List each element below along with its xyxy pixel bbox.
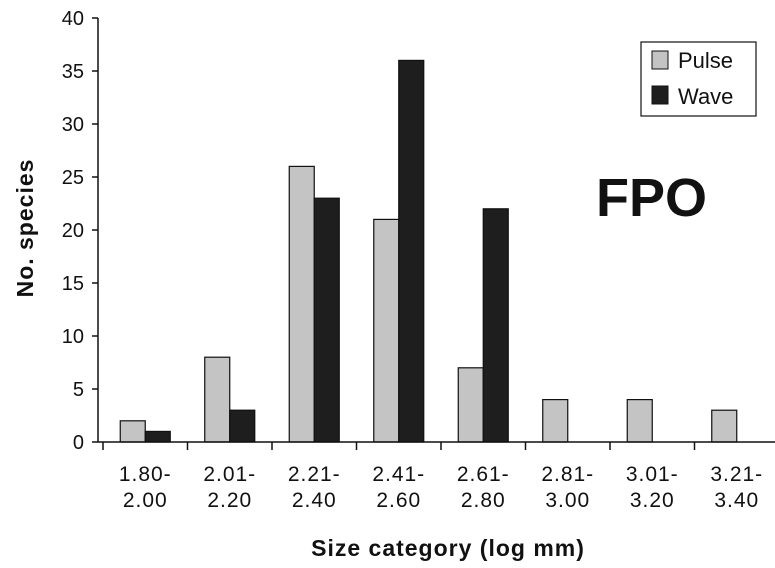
legend-swatch-wave bbox=[651, 85, 669, 105]
y-tick-label-20: 20 bbox=[62, 220, 84, 242]
legend: Pulse Wave bbox=[640, 41, 757, 117]
x-category-label-5-0: 2.81- bbox=[541, 463, 594, 486]
labels-layer: 0 5 10 15 20 25 30 35 40 1.80- 2.00 2.01- 2.20 2.21- 2… bbox=[62, 8, 763, 512]
chart-annotation: FPO bbox=[596, 168, 707, 228]
bar-wave-0 bbox=[144, 430, 171, 443]
x-category-label-6-1: 3.20 bbox=[630, 489, 675, 512]
y-tick-label-25: 25 bbox=[62, 167, 84, 189]
bar-pulse-7 bbox=[711, 409, 738, 443]
y-axis-title: No. species bbox=[12, 159, 38, 298]
bar-pulse-5 bbox=[542, 399, 569, 443]
bar-wave-4 bbox=[482, 208, 509, 443]
x-category-label-7-0: 3.21- bbox=[710, 463, 763, 486]
bars-layer bbox=[119, 59, 738, 443]
x-category-label-0-0: 1.80- bbox=[119, 463, 172, 486]
x-category-label-2-0: 2.21- bbox=[288, 463, 341, 486]
axes-layer bbox=[92, 17, 775, 450]
bar-pulse-2 bbox=[288, 165, 315, 443]
bar-pulse-1 bbox=[204, 356, 231, 443]
bar-pulse-0 bbox=[119, 420, 146, 443]
y-tick-label-10: 10 bbox=[62, 326, 84, 348]
legend-label-wave: Wave bbox=[678, 84, 733, 109]
x-axis-title: Size category (log mm) bbox=[311, 535, 585, 561]
legend-label-pulse: Pulse bbox=[678, 48, 733, 73]
y-tick-label-5: 5 bbox=[73, 379, 84, 401]
y-tick-label-30: 30 bbox=[62, 114, 84, 136]
x-category-label-7-1: 3.40 bbox=[714, 489, 759, 512]
bar-pulse-6 bbox=[626, 399, 653, 443]
bar-pulse-4 bbox=[457, 367, 484, 443]
y-tick-label-35: 35 bbox=[62, 61, 84, 83]
legend-swatch-pulse bbox=[651, 50, 669, 70]
y-tick-label-40: 40 bbox=[62, 8, 84, 30]
x-category-label-4-0: 2.61- bbox=[457, 463, 510, 486]
x-category-label-6-0: 3.01- bbox=[626, 463, 679, 486]
x-category-label-1-1: 2.20 bbox=[207, 489, 252, 512]
y-tick-label-0: 0 bbox=[73, 432, 84, 454]
bar-wave-2 bbox=[313, 197, 340, 443]
bar-wave-1 bbox=[229, 409, 256, 443]
x-category-label-0-1: 2.00 bbox=[123, 489, 168, 512]
y-tick-label-15: 15 bbox=[62, 273, 84, 295]
bar-wave-3 bbox=[398, 59, 425, 443]
x-category-label-5-1: 3.00 bbox=[545, 489, 590, 512]
bar-pulse-3 bbox=[373, 218, 400, 443]
x-category-label-3-0: 2.41- bbox=[372, 463, 425, 486]
x-category-label-1-0: 2.01- bbox=[203, 463, 256, 486]
x-category-label-4-1: 2.80 bbox=[461, 489, 506, 512]
x-category-label-2-1: 2.40 bbox=[292, 489, 337, 512]
x-category-label-3-1: 2.60 bbox=[376, 489, 421, 512]
